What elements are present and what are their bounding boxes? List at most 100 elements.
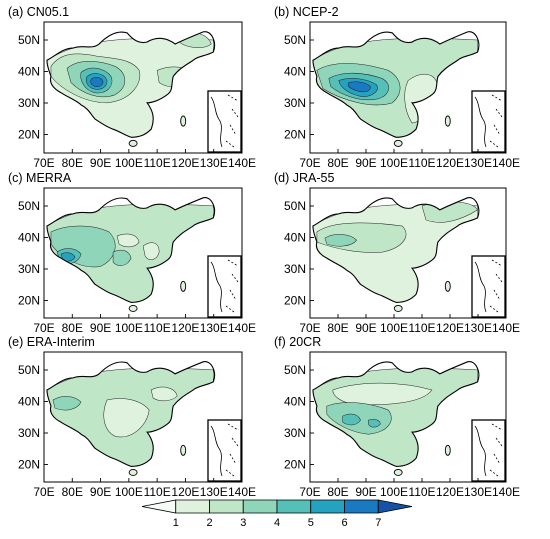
y-tick-label: 40N [18, 231, 40, 245]
y-tick-label: 30N [18, 426, 40, 440]
china-border [46, 31, 216, 138]
china-border [312, 361, 480, 467]
y-tick-label: 50N [284, 33, 306, 47]
x-tick-label: 70E [299, 156, 320, 170]
y-tick-label: 20N [284, 128, 306, 142]
x-tick-label: 130E [200, 485, 228, 499]
colorbar-segment [344, 499, 379, 514]
contour-fill [150, 386, 178, 402]
contour-fill [90, 77, 104, 87]
x-tick-label: 130E [200, 156, 228, 170]
panel-label: (c) MERRA [8, 171, 72, 185]
map-panel: (d) JRA-55 70E 80E 90E 100E 110E 120E 130E 140E 5… [274, 171, 520, 335]
x-tick-label: 130E [464, 485, 492, 499]
south-china-sea-inset [207, 419, 242, 482]
x-tick-label: 110E [408, 485, 435, 499]
taiwan-island [180, 280, 187, 292]
y-tick-label: 40N [284, 231, 306, 245]
y-tick-label: 50N [18, 33, 40, 47]
y-tick-label: 30N [18, 96, 40, 110]
china-border [46, 361, 216, 467]
x-tick-label: 130E [464, 321, 492, 335]
x-tick-label: 90E [355, 485, 376, 499]
x-tick-label: 140E [228, 156, 256, 170]
x-tick-label: 80E [62, 156, 83, 170]
x-tick-label: 80E [327, 156, 348, 170]
taiwan-island [444, 280, 451, 292]
x-tick-label: 120E [436, 321, 464, 335]
x-tick-label: 100E [380, 321, 408, 335]
x-tick-label: 140E [492, 485, 520, 499]
y-tick-label: 50N [284, 363, 306, 377]
taiwan-island [180, 444, 187, 456]
colorbar-tick-label: 6 [341, 517, 347, 529]
colorbar-tick-label: 2 [206, 517, 212, 529]
hainan-island [128, 304, 138, 312]
y-tick-label: 20N [284, 458, 306, 472]
x-tick-label: 80E [62, 485, 83, 499]
map-panel: (c) MERRA 70E 80E 90E 100E 110E 120E 130E 140E 50… [8, 171, 256, 335]
y-tick-label: 40N [18, 65, 40, 79]
china-border [312, 31, 480, 138]
x-tick-label: 90E [90, 321, 111, 335]
hainan-island [128, 139, 138, 147]
y-tick-label: 50N [18, 199, 40, 213]
colorbar-segment [310, 499, 345, 514]
x-tick-label: 90E [355, 321, 376, 335]
x-tick-label: 70E [299, 485, 320, 499]
x-tick-label: 100E [115, 321, 143, 335]
panel-label: (b) NCEP-2 [274, 5, 339, 19]
colorbar: 1 2 3 4 5 6 7 [141, 499, 413, 529]
contour-fill [112, 249, 132, 266]
x-tick-label: 140E [228, 321, 256, 335]
panel-label: (f) 20CR [274, 335, 321, 349]
china-border [46, 197, 216, 303]
x-tick-label: 100E [115, 485, 143, 499]
colorbar-segment [141, 499, 177, 514]
colorbar-segment [209, 499, 244, 514]
y-tick-label: 20N [18, 458, 40, 472]
x-tick-label: 120E [171, 156, 199, 170]
x-tick-label: 70E [33, 485, 54, 499]
colorbar-segment [175, 499, 210, 514]
south-china-sea-inset [471, 255, 506, 318]
contour-fill [142, 242, 160, 260]
contour-fill [342, 413, 361, 426]
x-tick-label: 130E [200, 321, 228, 335]
contour-fill [347, 81, 371, 93]
map-panel: (e) ERA-Interim 70E 80E 90E 100E 110E 120E 130E… [8, 335, 256, 499]
contour-fill [368, 419, 381, 428]
x-tick-label: 110E [408, 321, 435, 335]
x-tick-label: 110E [408, 156, 435, 170]
x-tick-label: 80E [327, 485, 348, 499]
y-tick-label: 40N [18, 395, 40, 409]
x-tick-label: 140E [492, 156, 520, 170]
contour-fill [324, 234, 357, 247]
colorbar-tick-label: 4 [274, 517, 280, 529]
colorbar-tick-label: 3 [240, 517, 246, 529]
hainan-island [393, 304, 403, 312]
panel-label: (e) ERA-Interim [8, 335, 95, 349]
colorbar-segment [377, 499, 413, 514]
colorbar-tick-label: 5 [308, 517, 314, 529]
x-tick-label: 80E [327, 321, 348, 335]
colorbar-tick-label: 7 [375, 517, 381, 529]
hainan-island [393, 468, 403, 476]
x-tick-label: 110E [144, 321, 171, 335]
x-tick-label: 120E [436, 485, 464, 499]
x-tick-label: 90E [90, 156, 111, 170]
south-china-sea-inset [471, 90, 506, 153]
taiwan-island [444, 115, 451, 127]
map-panel: (a) CN05.1 70E 80E 90E 100E 110E 120E 130E 140E 5… [8, 5, 256, 170]
x-tick-label: 130E [464, 156, 492, 170]
x-tick-label: 110E [144, 485, 171, 499]
south-china-sea-inset [471, 419, 506, 482]
x-tick-label: 120E [171, 321, 199, 335]
y-tick-label: 40N [284, 395, 306, 409]
x-tick-label: 70E [33, 156, 54, 170]
y-tick-label: 30N [284, 96, 306, 110]
contour-fill [332, 382, 433, 405]
x-tick-label: 140E [492, 321, 520, 335]
colorbar-segment [276, 499, 312, 514]
south-china-sea-inset [207, 90, 242, 153]
